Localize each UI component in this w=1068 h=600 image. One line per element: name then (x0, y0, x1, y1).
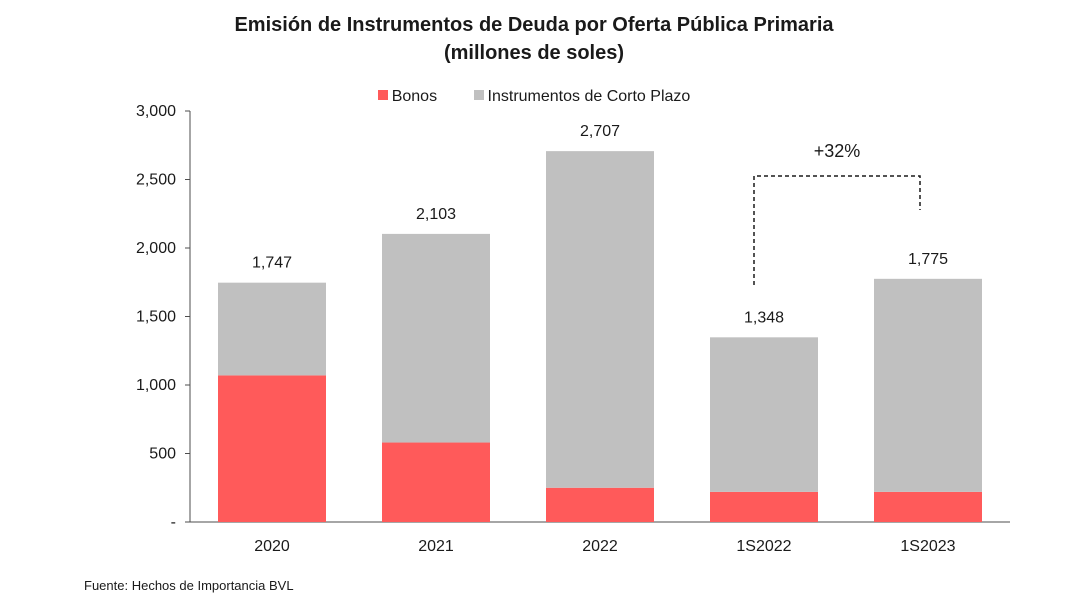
growth-bracket (753, 175, 921, 285)
legend-swatch-bonos (377, 90, 388, 100)
x-tick-label: 1S2022 (736, 538, 791, 555)
bar-corto-plazo (710, 337, 818, 492)
y-tick-label: 500 (149, 446, 176, 463)
legend-label-bonos: Bonos (391, 88, 438, 105)
bar-corto-plazo (382, 233, 490, 443)
chart-title: Emisión de Instrumentos de Deuda por Ofe… (234, 14, 834, 36)
legend-item-corto-plazo: Instrumentos de Corto Plazo (473, 88, 691, 106)
total-label: 2,707 (580, 123, 620, 140)
legend-label-corto-plazo: Instrumentos de Corto Plazo (487, 88, 691, 105)
x-tick-label: 2022 (582, 538, 618, 555)
total-label: 1,747 (252, 255, 292, 272)
y-tick-label: - (171, 514, 176, 531)
growth-annotation-label: +32% (814, 141, 861, 161)
legend-item-bonos: Bonos (377, 88, 438, 106)
chart-subtitle: (millones de soles) (443, 42, 625, 64)
source-note: Fuente: Hechos de Importancia BVL (84, 578, 294, 593)
y-tick-label: 2,500 (136, 172, 176, 189)
chart-legend: Bonos Instrumentos de Corto Plazo (0, 88, 1068, 106)
total-label: 2,103 (416, 206, 456, 223)
y-tick-label: 3,000 (136, 103, 176, 120)
x-tick-label: 2021 (418, 538, 454, 555)
bar-bonos (874, 491, 982, 522)
x-tick-label: 1S2023 (900, 538, 955, 555)
bar-corto-plazo (546, 151, 654, 488)
y-tick-label: 1,000 (136, 377, 176, 394)
y-tick-label: 2,000 (136, 240, 176, 257)
bar-corto-plazo (874, 278, 982, 492)
total-label: 1,775 (908, 251, 948, 268)
total-label: 1,348 (744, 309, 784, 326)
y-tick-label: 1,500 (136, 309, 176, 326)
bar-bonos (218, 375, 326, 522)
bar-corto-plazo (218, 282, 326, 376)
legend-swatch-corto-plazo (473, 90, 484, 100)
bar-bonos (710, 491, 818, 522)
bar-bonos (382, 442, 490, 522)
bar-bonos (546, 487, 654, 522)
x-tick-label: 2020 (254, 538, 290, 555)
